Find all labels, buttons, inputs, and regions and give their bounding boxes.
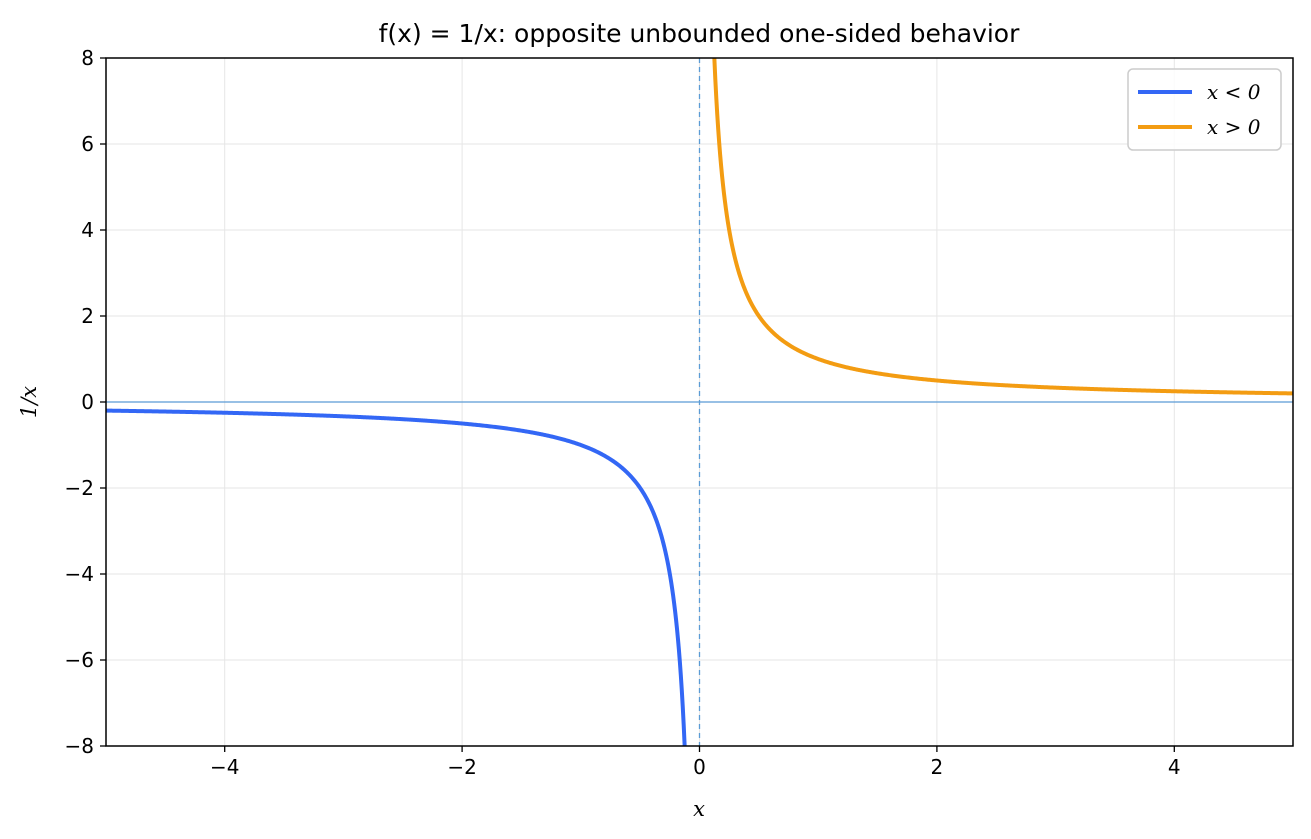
legend-label-right: x > 0 xyxy=(1207,115,1261,139)
series-lines xyxy=(106,58,1293,746)
x-tick-label: 4 xyxy=(1168,755,1181,779)
y-tick-label: 4 xyxy=(81,218,94,242)
y-tick-label: 0 xyxy=(81,390,94,414)
x-tick-label: 2 xyxy=(931,755,944,779)
series-line-left-branch xyxy=(106,408,687,746)
y-axis-ticks: −8 −6 −4 −2 0 2 4 6 8 xyxy=(65,46,106,758)
y-tick-label: 6 xyxy=(81,132,94,156)
reference-lines xyxy=(106,58,1293,746)
y-tick-label: −6 xyxy=(65,648,94,672)
chart-title: f(x) = 1/x: opposite unbounded one-sided… xyxy=(379,19,1021,48)
y-tick-label: −4 xyxy=(65,562,94,586)
legend: x < 0 x > 0 xyxy=(1127,68,1282,151)
x-axis-label: x xyxy=(693,797,705,821)
y-tick-label: 2 xyxy=(81,304,94,328)
series-line-right-branch xyxy=(712,58,1293,396)
legend-label-left: x < 0 xyxy=(1207,80,1261,104)
y-axis-label: 1/x xyxy=(17,386,41,418)
x-tick-label: 0 xyxy=(693,755,706,779)
legend-box xyxy=(1127,68,1282,151)
y-tick-label: 8 xyxy=(81,46,94,70)
x-tick-label: −2 xyxy=(447,755,476,779)
y-tick-label: −8 xyxy=(65,734,94,758)
x-tick-label: −4 xyxy=(210,755,239,779)
y-tick-label: −2 xyxy=(65,476,94,500)
x-axis-ticks: −4 −2 0 2 4 xyxy=(210,746,1181,779)
